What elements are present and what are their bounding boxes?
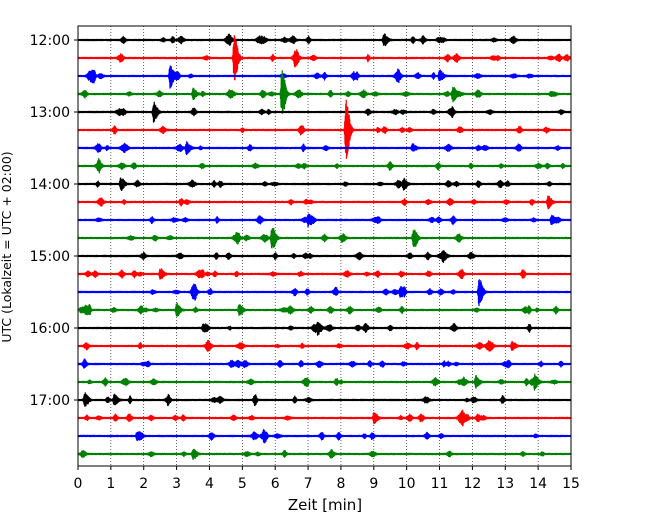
trace-17: [77, 339, 572, 352]
trace-4: [77, 101, 572, 123]
x-tick-label-14: 14: [529, 476, 547, 492]
y-tick-label-3: 15:00: [30, 249, 70, 265]
x-tick-label-3: 3: [172, 476, 181, 492]
trace-16: [77, 321, 572, 336]
x-tick-label-8: 8: [336, 476, 345, 492]
trace-0: [77, 33, 572, 47]
x-tick-label-13: 13: [496, 476, 514, 492]
x-tick-label-5: 5: [238, 476, 247, 492]
x-tick-label-9: 9: [369, 476, 378, 492]
seismic-traces: [77, 33, 572, 461]
y-tick-label-5: 17:00: [30, 393, 70, 409]
x-tick-label-6: 6: [271, 476, 280, 492]
trace-7: [77, 157, 572, 174]
trace-14: [77, 279, 572, 307]
x-tick-label-10: 10: [398, 476, 416, 492]
x-tick-label-7: 7: [304, 476, 313, 492]
trace-11: [77, 227, 572, 249]
y-tick-label-0: 12:00: [30, 33, 70, 49]
trace-3: [77, 70, 572, 114]
trace-19: [77, 373, 572, 391]
x-tick-label-2: 2: [139, 476, 148, 492]
y-axis-title: UTC (Lokalzeit = UTC + 02:00): [0, 151, 14, 342]
trace-9: [77, 195, 572, 210]
trace-21: [77, 409, 572, 427]
x-tick-label-4: 4: [205, 476, 214, 492]
x-axis: 0 1 2 3 4 5 6 7 8 9 10 11 12 13 14 15: [74, 466, 580, 492]
x-tick-label-15: 15: [562, 476, 580, 492]
y-tick-label-4: 16:00: [30, 321, 70, 337]
trace-10: [77, 213, 572, 228]
trace-1: [77, 35, 572, 81]
trace-20: [77, 392, 572, 407]
x-tick-label-11: 11: [431, 476, 449, 492]
x-axis-title: Zeit [min]: [288, 496, 362, 514]
trace-6: [77, 141, 572, 156]
y-axis: 12:00 13:00 14:00 15:00 16:00 17:00: [30, 33, 78, 409]
x-tick-label-12: 12: [463, 476, 481, 492]
trace-5: [77, 99, 572, 159]
trace-13: [77, 268, 572, 280]
trace-23: [77, 448, 572, 461]
y-tick-label-2: 14:00: [30, 177, 70, 193]
trace-2: [77, 65, 572, 89]
trace-8: [77, 177, 572, 192]
x-tick-label-1: 1: [106, 476, 115, 492]
trace-12: [77, 250, 572, 264]
trace-15: [77, 302, 572, 317]
trace-18: [77, 358, 572, 369]
trace-22: [77, 428, 572, 444]
plot-frame: [77, 25, 572, 467]
y-tick-label-1: 13:00: [30, 105, 70, 121]
x-tick-label-0: 0: [74, 476, 83, 492]
vertical-grid: [110, 26, 539, 466]
